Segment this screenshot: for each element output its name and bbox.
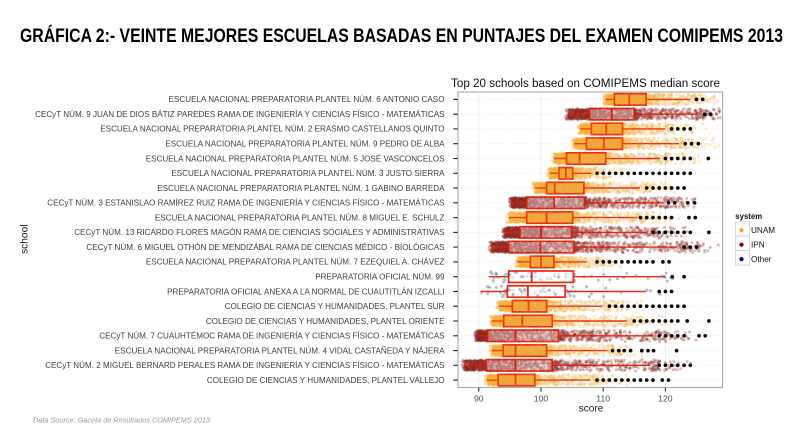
svg-text:ESCUELA NACIONAL PREPARATORIA: ESCUELA NACIONAL PREPARATORIA PLANTEL NÚ… (171, 169, 445, 178)
svg-text:IPN: IPN (751, 240, 765, 249)
svg-text:ESCUELA NACIONAL PREPARATORIA: ESCUELA NACIONAL PREPARATORIA PLANTEL NÚ… (115, 346, 445, 355)
svg-text:ESCUELA NACIONAL PREPARATORIA: ESCUELA NACIONAL PREPARATORIA PLANTEL NÚ… (157, 184, 445, 193)
svg-text:score: score (579, 403, 604, 414)
svg-text:PREPARATORIA OFICIAL NÚM. 99: PREPARATORIA OFICIAL NÚM. 99 (315, 273, 445, 282)
svg-text:110: 110 (596, 393, 610, 403)
svg-text:ESCUELA NACIONAL PREPARATORIA: ESCUELA NACIONAL PREPARATORIA PLANTEL NÚ… (146, 154, 445, 163)
svg-text:ESCUELA NACIONAL PREPARATORIA: ESCUELA NACIONAL PREPARATORIA PLANTEL NÚ… (100, 125, 444, 134)
svg-text:COLEGIO DE CIENCIAS Y HUMANIDA: COLEGIO DE CIENCIAS Y HUMANIDADES, PLANT… (207, 376, 445, 385)
svg-text:CECyT NÚM. 6 MIGUEL OTHÓN DE M: CECyT NÚM. 6 MIGUEL OTHÓN DE MENDIZÁBAL … (86, 243, 445, 252)
svg-text:UNAM: UNAM (751, 226, 775, 235)
svg-text:100: 100 (534, 393, 549, 403)
svg-text:CECyT NÚM. 9 JUAN DE DIOS BÁTI: CECyT NÚM. 9 JUAN DE DIOS BÁTIZ PAREDES … (35, 110, 445, 119)
svg-text:Other: Other (751, 255, 772, 264)
svg-text:CECyT NÚM. 13 RICARDO FLORES M: CECyT NÚM. 13 RICARDO FLORES MAGÓN RAMA … (74, 228, 445, 237)
svg-text:CECyT NÚM. 2 MIGUEL BERNARD PE: CECyT NÚM. 2 MIGUEL BERNARD PERALES RAMA… (45, 361, 445, 370)
svg-text:CECyT NÚM. 7 CUAUHTÉMOC RAMA D: CECyT NÚM. 7 CUAUHTÉMOC RAMA DE INGENIER… (99, 332, 445, 341)
svg-text:PREPARATORIA OFICIAL ANEXA A L: PREPARATORIA OFICIAL ANEXA A LA NORMAL D… (167, 287, 444, 296)
svg-text:Top 20 schools based on COMIPE: Top 20 schools based on COMIPEMS median … (451, 76, 720, 90)
svg-text:90: 90 (474, 393, 484, 403)
svg-text:CECyT NÚM. 3 ESTANISLAO RAMÍRE: CECyT NÚM. 3 ESTANISLAO RAMÍREZ RUIZ RAM… (47, 199, 445, 208)
svg-text:system: system (735, 212, 762, 221)
svg-text:COLEGIO DE CIENCIAS Y HUMANIDA: COLEGIO DE CIENCIAS Y HUMANIDADES, PLANT… (225, 302, 445, 311)
svg-text:120: 120 (658, 393, 673, 403)
svg-text:Data Source: Gaceta de Resulta: Data Source: Gaceta de Resultados COMIPE… (33, 416, 211, 425)
svg-text:GRÁFICA 2:- VEINTE MEJORES ESC: GRÁFICA 2:- VEINTE MEJORES ESCUELAS BASA… (20, 24, 783, 47)
svg-text:ESCUELA NACIONAL PREPARATORIA: ESCUELA NACIONAL PREPARATORIA PLANTEL NÚ… (169, 95, 445, 104)
svg-text:ESCUELA NACIONAL PREPARATORIA: ESCUELA NACIONAL PREPARATORIA PLANTEL NÚ… (165, 140, 445, 149)
svg-text:school: school (20, 224, 31, 253)
svg-text:COLEGIO DE CIENCIAS Y HUMANIDA: COLEGIO DE CIENCIAS Y HUMANIDADES, PLANT… (206, 317, 445, 326)
svg-text:ESCUELA NACIONAL PREPARATORIA: ESCUELA NACIONAL PREPARATORIA PLANTEL NÚ… (155, 213, 445, 222)
svg-text:ESCUELA NACIONAL PREPARATORIA: ESCUELA NACIONAL PREPARATORIA PLANTEL NÚ… (146, 258, 445, 267)
